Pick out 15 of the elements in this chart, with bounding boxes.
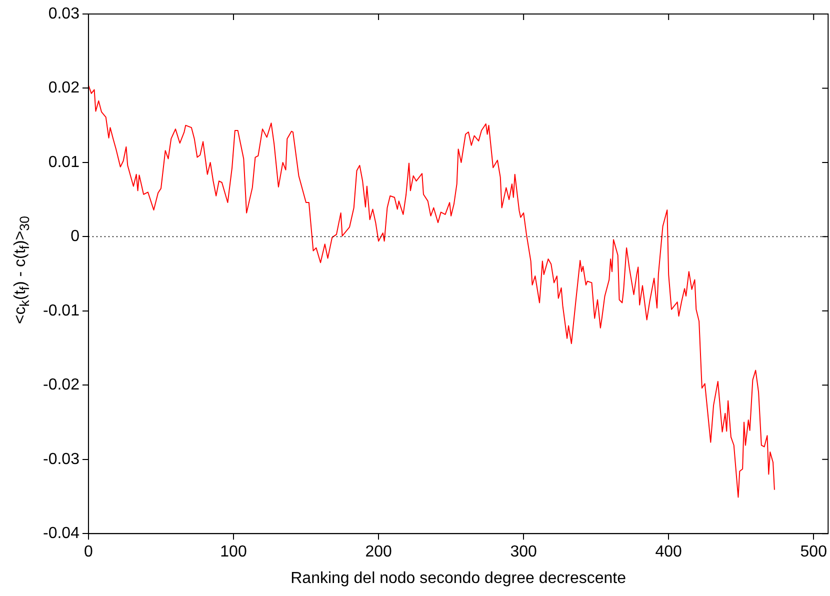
x-axis-title: Ranking del nodo secondo degree decrescente bbox=[290, 570, 626, 587]
y-tick-label: 0.03 bbox=[48, 5, 80, 22]
x-tick-label: 300 bbox=[510, 544, 538, 561]
y-tick-label: 0 bbox=[70, 228, 80, 246]
y-tick-label: 0.02 bbox=[48, 80, 80, 97]
x-tick-label: 0 bbox=[84, 544, 94, 561]
y-tick-label: 0.01 bbox=[48, 154, 80, 171]
x-tick-label: 500 bbox=[800, 544, 828, 561]
y-tick-label: -0.04 bbox=[43, 525, 80, 542]
y-tick-label: -0.03 bbox=[43, 450, 80, 468]
x-tick-label: 200 bbox=[365, 544, 392, 561]
y-tick-label: -0.01 bbox=[43, 302, 80, 320]
x-tick-label: 100 bbox=[220, 544, 247, 561]
y-tick-label: -0.02 bbox=[43, 376, 80, 394]
x-tick-label: 400 bbox=[655, 544, 682, 561]
